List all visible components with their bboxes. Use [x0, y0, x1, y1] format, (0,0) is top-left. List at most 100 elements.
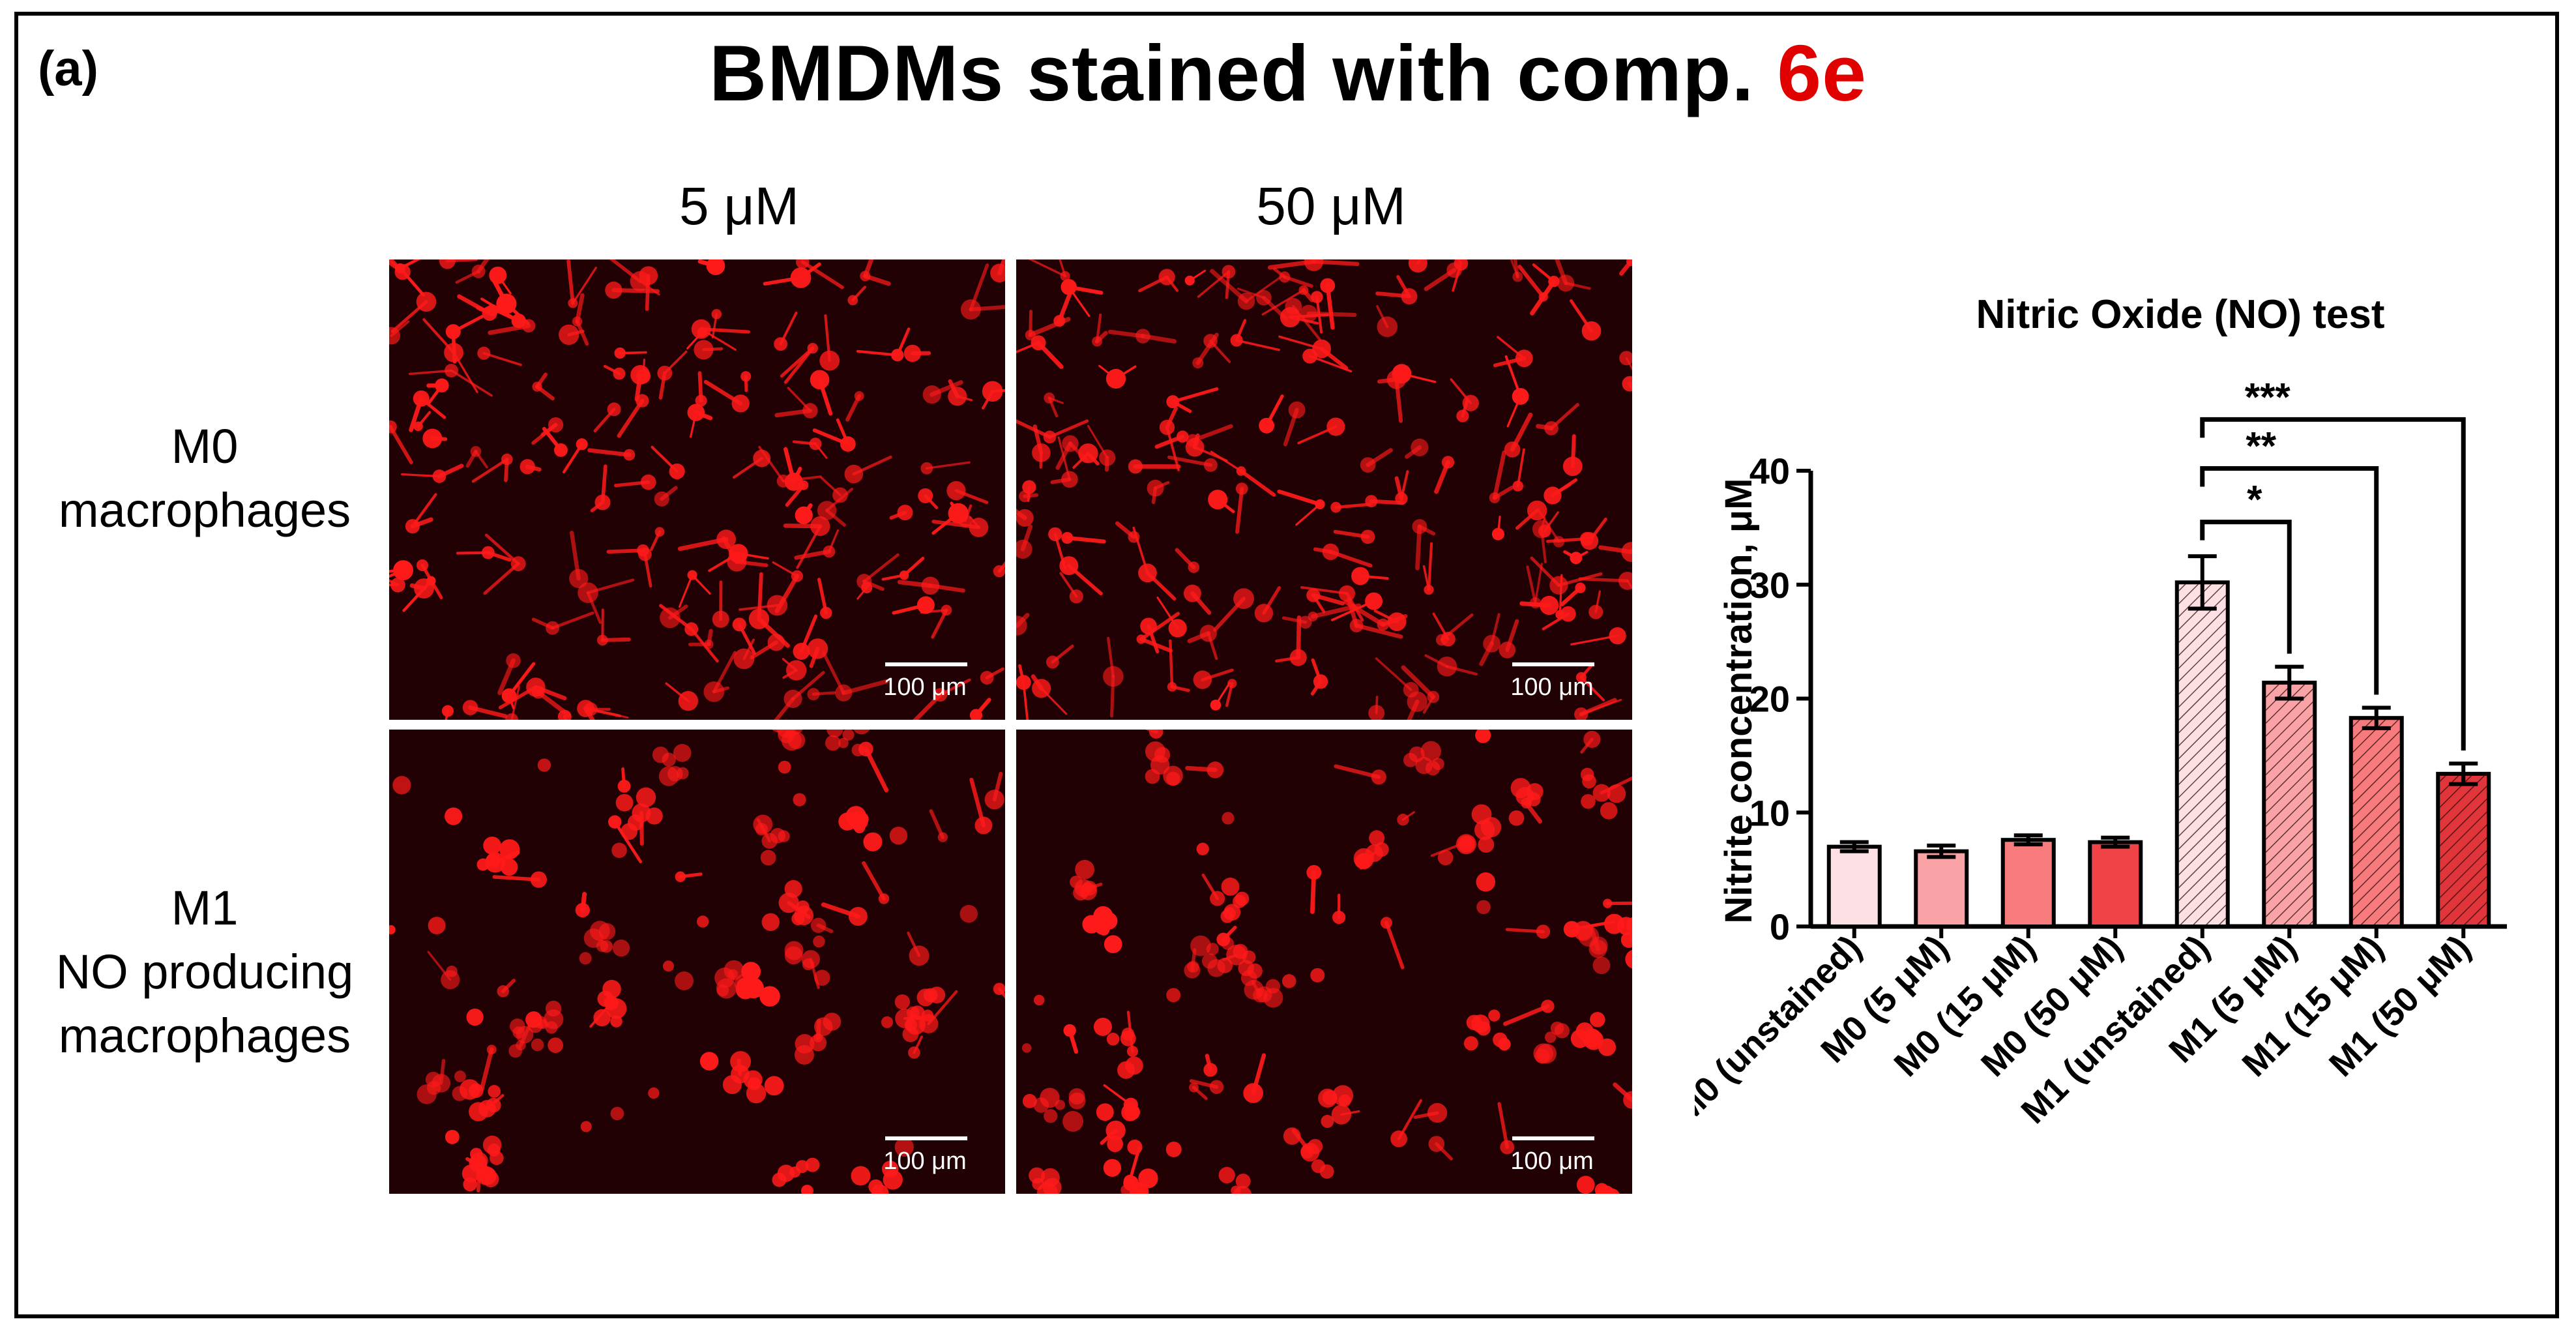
cell [920, 604, 952, 639]
cell [1196, 842, 1209, 855]
micrograph-m1-5um: 100 μm [389, 730, 1005, 1194]
scale-bar-label: 100 μm [883, 673, 967, 701]
scale-bar-label: 100 μm [1510, 673, 1594, 701]
cell [960, 263, 1005, 320]
cell [1103, 1084, 1138, 1112]
figure-frame [14, 12, 2559, 1318]
cell [913, 678, 971, 720]
cell [792, 437, 828, 459]
cell [389, 560, 413, 581]
cell [820, 477, 848, 503]
cell [1330, 501, 1372, 513]
cell [1405, 438, 1429, 459]
cell [1401, 665, 1440, 714]
cell [801, 1185, 812, 1194]
cell [740, 371, 752, 392]
cell [1479, 613, 1501, 666]
error-bar [1839, 840, 1869, 853]
cell [1283, 401, 1306, 447]
cell [408, 363, 493, 397]
cell [764, 1076, 784, 1096]
row-header-m1-line1: M1 [171, 881, 239, 935]
cell [1237, 288, 1289, 321]
cell [416, 559, 443, 600]
cell [678, 570, 711, 608]
cell [889, 826, 908, 845]
cell [1031, 674, 1068, 715]
cell [1259, 394, 1284, 434]
cell [1334, 764, 1386, 785]
cell [1536, 403, 1579, 436]
cell [648, 1087, 660, 1099]
cell [1254, 586, 1281, 623]
cell [1185, 761, 1224, 778]
cell [1028, 259, 1070, 282]
cell [783, 447, 803, 491]
cell [548, 1037, 564, 1054]
cell [1310, 968, 1325, 983]
cell [1570, 299, 1602, 341]
cell [969, 777, 993, 835]
significance-label: * [2247, 478, 2262, 522]
cell [603, 364, 626, 380]
cell [392, 776, 411, 795]
cell [610, 1106, 624, 1121]
cell [1297, 417, 1345, 445]
cell [1588, 590, 1603, 619]
y-tick-label: 10 [1749, 792, 1790, 833]
cell [1437, 850, 1454, 866]
cell [1040, 1088, 1060, 1108]
cell [897, 576, 965, 595]
cell [772, 730, 806, 751]
cell [1210, 269, 1285, 310]
cell [1053, 282, 1076, 327]
cell [1603, 898, 1632, 908]
cell [1107, 329, 1177, 344]
cell [1281, 974, 1296, 988]
cell [1360, 448, 1393, 473]
cell [389, 577, 405, 593]
cell [990, 259, 1005, 283]
cell [712, 580, 729, 628]
scale-bar [1512, 662, 1594, 666]
cell [733, 449, 771, 479]
cell [477, 346, 522, 366]
cell [1373, 609, 1407, 631]
cell [584, 702, 629, 719]
cell [596, 608, 631, 646]
cell [908, 1035, 923, 1059]
cell [780, 342, 818, 384]
error-bar [2101, 835, 2130, 849]
significance-bracket: * [2200, 478, 2292, 654]
cell [1300, 585, 1364, 622]
cell [812, 418, 856, 452]
cell [630, 364, 651, 402]
cell [711, 309, 722, 338]
cell [1166, 387, 1219, 413]
cell [856, 553, 900, 591]
cell [1603, 913, 1632, 969]
cell [819, 314, 840, 371]
cell [532, 372, 555, 401]
cell [793, 614, 818, 660]
cell [1235, 482, 1248, 534]
cell [1059, 556, 1103, 596]
cell [810, 370, 833, 416]
cell [1183, 584, 1212, 615]
cell [563, 438, 588, 474]
significance-label: ** [2246, 424, 2276, 468]
nitric-oxide-bar-chart: Nitric Oxide (NO) test Nitrite concentra… [1695, 292, 2507, 1131]
cell [695, 371, 707, 407]
cell [1132, 526, 1177, 601]
bar-hatch [2266, 685, 2313, 925]
cell [1306, 588, 1345, 614]
cell [1016, 509, 1034, 527]
cell [1016, 612, 1030, 636]
cell [614, 347, 647, 359]
scale-bar [885, 662, 967, 666]
cell [881, 556, 925, 581]
cell [605, 281, 660, 299]
scale-bar [1512, 1136, 1594, 1140]
y-tick-label: 20 [1749, 679, 1790, 720]
row-header-m1: M1 NO producing macrophages [22, 876, 387, 1068]
